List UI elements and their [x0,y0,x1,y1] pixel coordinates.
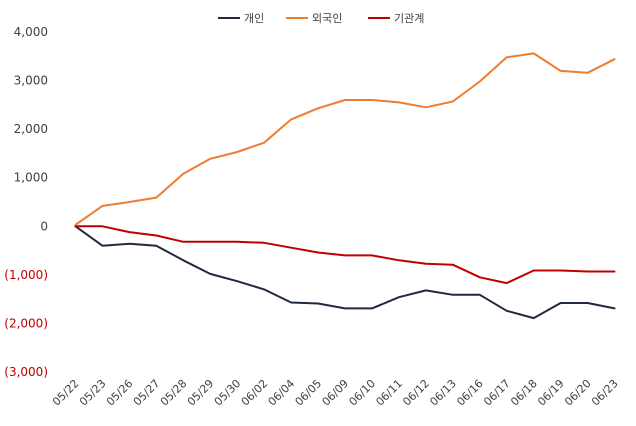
y-tick-label: (1,000) [4,268,48,282]
y-tick-label: 4,000 [14,25,48,39]
x-tick-label: 06/18 [508,377,540,409]
x-tick-label: 05/28 [158,377,190,409]
x-tick-label: 05/29 [185,377,217,409]
y-tick-label: 3,000 [14,74,48,88]
x-tick-label: 06/13 [427,377,459,409]
legend-label: 개인 [244,12,264,25]
x-axis-ticks: 05/2205/2305/2605/2705/2805/2905/3006/02… [50,377,621,409]
y-tick-label: 0 [40,219,48,233]
legend: 개인 외국인 기관계 [218,12,424,25]
y-tick-label: 2,000 [14,122,48,136]
x-tick-label: 05/26 [104,377,136,409]
x-tick-label: 05/23 [77,377,109,409]
x-tick-label: 06/12 [400,377,432,409]
x-tick-label: 06/11 [373,377,405,409]
series-lines [74,52,616,320]
x-tick-label: 05/27 [131,377,163,409]
series-line-2 [74,225,616,285]
x-tick-label: 06/20 [562,377,594,409]
x-tick-label: 06/09 [320,377,352,409]
legend-label: 외국인 [312,12,342,25]
x-tick-label: 06/04 [266,377,298,409]
x-tick-label: 06/10 [346,377,378,409]
y-axis-ticks: 4,000 3,000 2,000 1,000 0 (1,000) (2,000) (3,00… [4,25,48,379]
x-tick-label: 06/23 [589,377,621,409]
legend-label: 기관계 [394,12,424,25]
x-tick-label: 06/19 [535,377,567,409]
y-tick-label: (2,000) [4,316,48,330]
series-line-0 [74,225,616,320]
y-tick-label: 1,000 [14,171,48,185]
x-tick-label: 06/16 [454,377,486,409]
y-tick-label: (3,000) [4,365,48,379]
x-tick-label: 06/05 [293,377,325,409]
x-tick-label: 06/02 [239,377,271,409]
series-line-1 [74,52,616,226]
x-tick-label: 05/22 [50,377,82,409]
x-tick-label: 06/17 [481,377,513,409]
x-tick-label: 05/30 [212,377,244,409]
